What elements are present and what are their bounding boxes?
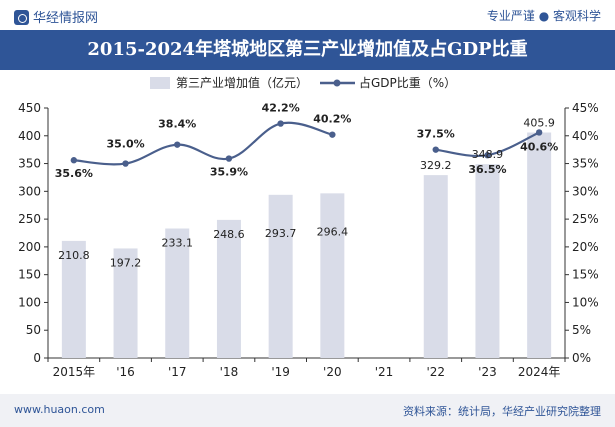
ratio-value-label: 42.2% bbox=[262, 102, 300, 115]
x-tick-label: '17 bbox=[168, 365, 187, 379]
x-tick-label: '21 bbox=[375, 365, 394, 379]
x-tick-label: '23 bbox=[478, 365, 497, 379]
chart: 第三产业增加值（亿元） 占GDP比重（%） 0 50 100 150 200 250 300… bbox=[18, 75, 599, 379]
left-tick-label: 400 bbox=[18, 129, 41, 143]
chart-title: 2015-2024年塔城地区第三产业增加值及占GDP比重 bbox=[87, 39, 528, 60]
x-tick-label: '20 bbox=[323, 365, 342, 379]
left-tick-label: 300 bbox=[18, 184, 41, 198]
right-tick-label: 45% bbox=[572, 101, 599, 115]
right-tick-label: 35% bbox=[572, 157, 599, 171]
ratio-point bbox=[70, 157, 78, 164]
right-tick-label: 0% bbox=[572, 351, 591, 365]
legend: 第三产业增加值（亿元） 占GDP比重（%） bbox=[150, 75, 456, 90]
x-tick-label: '18 bbox=[220, 365, 239, 379]
x-tick-label: '22 bbox=[426, 365, 445, 379]
legend-line-label: 占GDP比重（%） bbox=[359, 75, 456, 90]
ratio-point bbox=[122, 160, 129, 167]
right-tick-label: 5% bbox=[572, 323, 591, 337]
x-tick-label: '19 bbox=[271, 365, 290, 379]
left-tick-label: 100 bbox=[18, 295, 41, 309]
bar-value-label: 348.9 bbox=[472, 148, 504, 161]
ratio-point bbox=[277, 120, 284, 127]
legend-bar-label: 第三产业增加值（亿元） bbox=[176, 75, 308, 90]
bar bbox=[475, 164, 500, 358]
brand-name: 华经情报网 bbox=[33, 11, 99, 26]
left-tick-label: 50 bbox=[26, 323, 41, 337]
bar bbox=[61, 240, 86, 358]
source-note: 资料来源：统计局，华经产业研究院整理 bbox=[403, 405, 601, 418]
bar-value-label: 296.4 bbox=[317, 225, 349, 238]
ratio-line bbox=[73, 121, 333, 166]
ratio-point bbox=[174, 141, 181, 148]
bar-value-label: 248.6 bbox=[213, 228, 245, 241]
bar-value-label: 293.7 bbox=[265, 227, 297, 240]
x-tick-label: 2024年 bbox=[518, 365, 561, 379]
bar-value-label: 210.8 bbox=[58, 249, 90, 262]
bar bbox=[165, 228, 190, 358]
ratio-value-label: 35.6% bbox=[55, 167, 93, 180]
bar bbox=[216, 219, 241, 358]
legend-bar-swatch bbox=[150, 77, 170, 89]
right-tick-label: 25% bbox=[572, 212, 599, 226]
x-tick-label: 2015年 bbox=[53, 365, 96, 379]
right-tick-label: 15% bbox=[572, 268, 599, 282]
left-tick-label: 150 bbox=[18, 268, 41, 282]
ratio-point bbox=[329, 131, 336, 138]
ratio-value-label: 35.0% bbox=[106, 138, 144, 151]
brand-logo-icon bbox=[14, 10, 29, 25]
ratio-value-label: 38.4% bbox=[158, 118, 196, 131]
bar bbox=[320, 193, 345, 358]
right-tick-label: 40% bbox=[572, 129, 599, 143]
bar bbox=[423, 175, 448, 358]
footer: www.huaon.com 资料来源：统计局，华经产业研究院整理 bbox=[0, 394, 615, 427]
website-link[interactable]: www.huaon.com bbox=[14, 403, 105, 416]
title-bar: 2015-2024年塔城地区第三产业增加值及占GDP比重 bbox=[0, 30, 615, 70]
ratio-point bbox=[432, 146, 439, 153]
bar-value-label: 405.9 bbox=[523, 117, 555, 130]
ratio-point bbox=[535, 129, 543, 136]
left-tick-label: 0 bbox=[33, 351, 41, 365]
bar-value-label: 233.1 bbox=[162, 237, 194, 250]
bar bbox=[113, 248, 138, 358]
bar-value-label: 329.2 bbox=[420, 159, 452, 172]
ratio-point bbox=[225, 155, 233, 162]
tagline: 专业严谨 ● 客观科学 bbox=[486, 9, 601, 23]
left-tick-label: 450 bbox=[18, 101, 41, 115]
x-tick-label: '16 bbox=[116, 365, 135, 379]
plot-area: 0 50 100 150 200 250 300 350 400 450 0% 5% 10% 15% 20%… bbox=[18, 101, 599, 379]
left-tick-label: 350 bbox=[18, 157, 41, 171]
left-tick-label: 200 bbox=[18, 240, 41, 254]
left-tick-label: 250 bbox=[18, 212, 41, 226]
bar-value-label: 197.2 bbox=[110, 256, 142, 269]
bar bbox=[268, 194, 293, 358]
right-tick-label: 30% bbox=[572, 184, 599, 198]
ratio-value-label: 40.2% bbox=[313, 113, 351, 126]
top-bar: 华经情报网 专业严谨 ● 客观科学 bbox=[0, 0, 615, 30]
right-tick-label: 10% bbox=[572, 295, 599, 309]
ratio-value-label: 36.5% bbox=[468, 163, 506, 176]
bar bbox=[527, 132, 552, 358]
brand[interactable]: 华经情报网 bbox=[14, 7, 98, 26]
right-tick-label: 20% bbox=[572, 240, 599, 254]
ratio-point bbox=[484, 152, 491, 159]
ratio-value-label: 40.6% bbox=[520, 140, 558, 153]
ratio-value-label: 35.9% bbox=[210, 166, 248, 179]
ratio-value-label: 37.5% bbox=[417, 128, 455, 141]
legend-line-marker bbox=[333, 79, 341, 87]
